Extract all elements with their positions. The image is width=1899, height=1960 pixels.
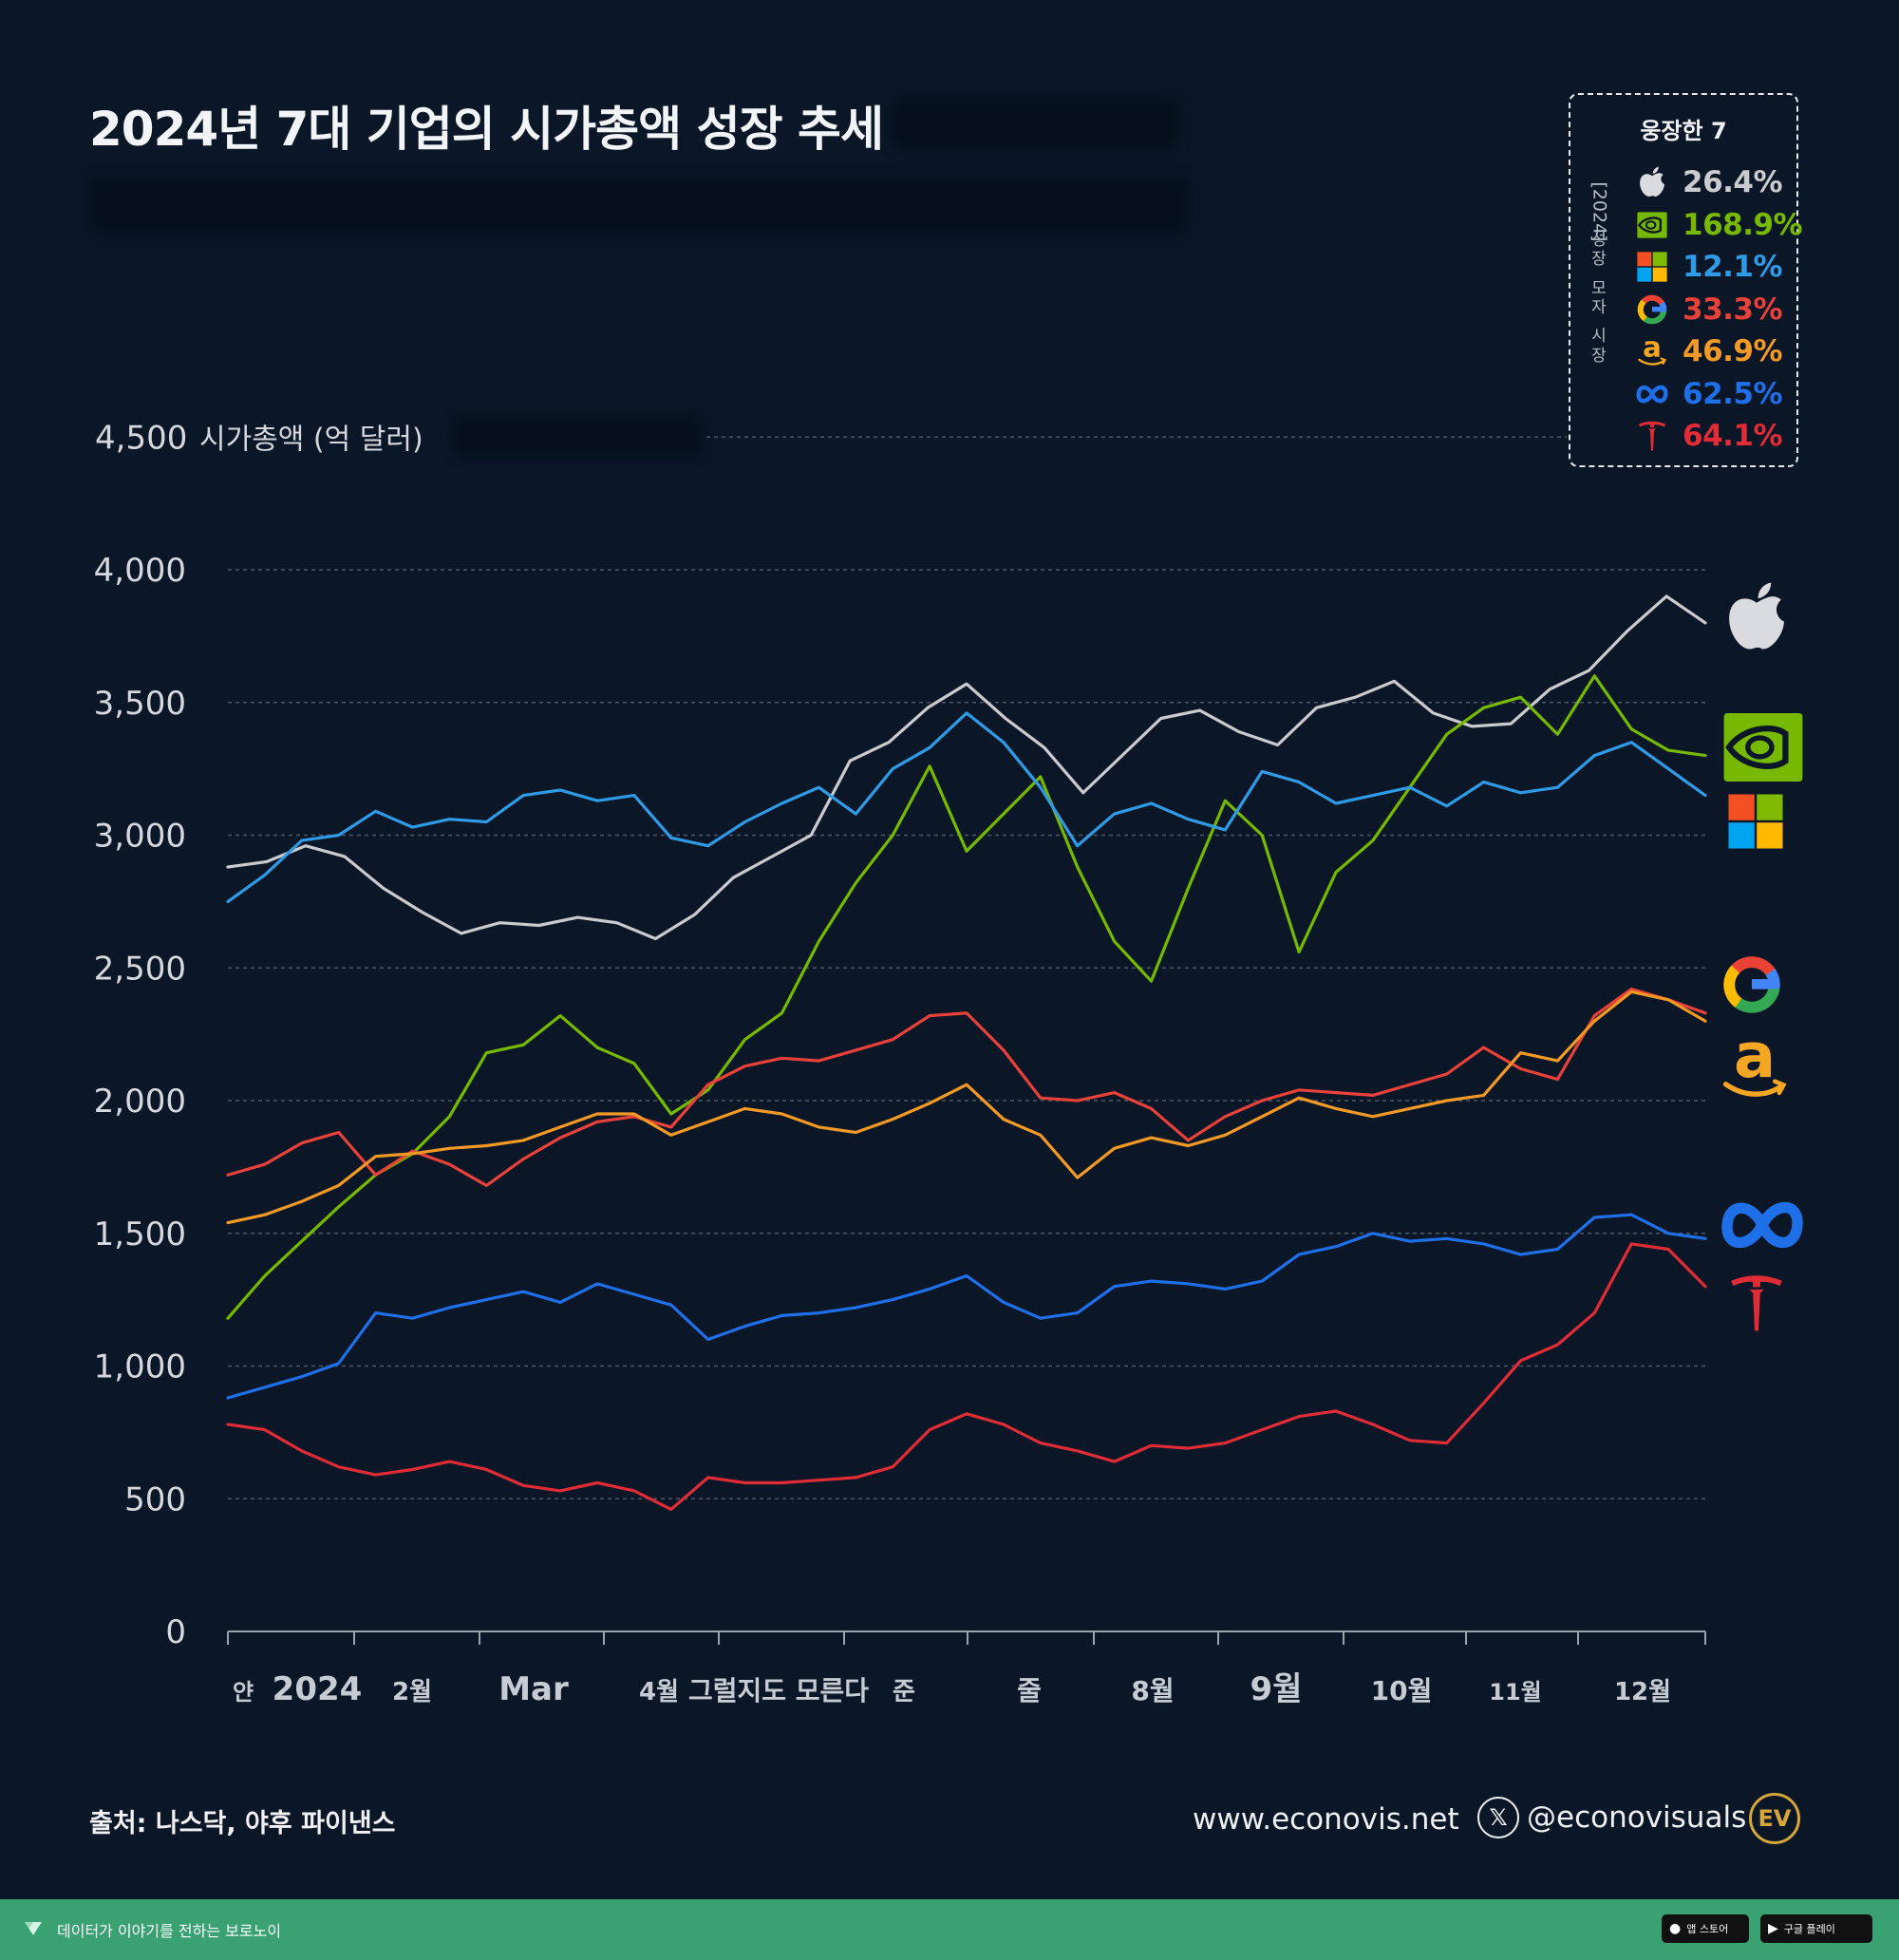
legend-title: 웅장한 7 <box>1640 118 1727 144</box>
legend-side-label: [2024] 성장 모자 시장 <box>1586 167 1612 375</box>
legend-side-word-1: 성장 <box>1591 230 1607 270</box>
tesla-icon <box>1635 419 1669 453</box>
app-store-label: 앱 스토어 <box>1686 1923 1729 1935</box>
x-tick-label: 9월 <box>1250 1670 1303 1708</box>
legend-side-word-2: 모자 <box>1591 278 1607 317</box>
apple-icon <box>1635 165 1669 199</box>
legend-item: 33.3% <box>1635 291 1783 329</box>
redacted-subtitle <box>89 177 1187 232</box>
legend-box: 웅장한 7 [2024] 성장 모자 시장 26.4% 168.9% 12.1% 33… <box>1569 93 1803 467</box>
source-note: 출처: 나스닥, 야후 파이낸스 <box>89 1809 396 1838</box>
svg-text:a: a <box>1643 335 1662 363</box>
x-tick-label: 그럴지도 모른다 <box>688 1675 869 1706</box>
legend-year: [2024] <box>1589 181 1610 242</box>
y-tick-label: 1,000 <box>94 1348 186 1386</box>
y-tick-label: 3,000 <box>94 818 186 856</box>
app-store-badge[interactable]: ● 앱 스토어 <box>1662 1914 1749 1943</box>
x-tick-label: 2024 <box>273 1670 363 1708</box>
legend-value: 168.9% <box>1683 207 1803 242</box>
y-tick-label: 4,000 <box>94 552 186 590</box>
legend-item: 12.1% <box>1635 248 1783 286</box>
legend-value: 64.1% <box>1683 419 1783 453</box>
legend-item: 62.5% <box>1635 375 1783 413</box>
y-tick-label: 2,000 <box>94 1083 186 1121</box>
meta-icon <box>1721 1202 1803 1248</box>
legend-item: 168.9% <box>1635 206 1803 244</box>
y-tick-label: 4,500 <box>95 419 187 457</box>
y-tick-label: 500 <box>124 1480 186 1518</box>
legend-item: 64.1% <box>1635 417 1783 455</box>
google-icon <box>1635 292 1669 327</box>
voronoi-gem-icon <box>25 1922 42 1935</box>
series-line-tesla <box>226 1242 1707 1512</box>
legend-item: a 46.9% <box>1635 332 1783 370</box>
svg-text:a: a <box>1734 1020 1776 1092</box>
x-tick-label: 8월 <box>1131 1675 1174 1706</box>
legend-value: 26.4% <box>1683 165 1783 199</box>
y-tick-label: 3,500 <box>94 685 186 723</box>
redacted-title-extension <box>893 99 1177 148</box>
line-chart: 0 500 1,000 1,500 2,000 2,500 3,000 3,500 4,000 4… <box>94 419 1803 1708</box>
chart-title: 2024년 7대 기업의 시가총액 성장 추세 <box>89 102 884 157</box>
y-tick-label: 2,500 <box>94 950 186 988</box>
legend-value: 46.9% <box>1683 334 1783 368</box>
legend-item: 26.4% <box>1635 163 1783 201</box>
y-tick-label: 0 <box>165 1613 186 1651</box>
x-tick-label: Mar <box>498 1670 569 1708</box>
x-tick-label: 11월 <box>1489 1679 1541 1706</box>
x-tick-label: 12월 <box>1614 1678 1671 1706</box>
tesla-icon <box>1731 1275 1782 1331</box>
nvidia-icon <box>1635 208 1669 242</box>
website-link[interactable]: www.econovis.net <box>1193 1802 1459 1837</box>
econovis-logo: EV <box>1749 1793 1800 1844</box>
social-handle[interactable]: @econovisuals <box>1527 1800 1747 1835</box>
x-logo-icon[interactable]: 𝕏 <box>1477 1797 1519 1838</box>
series-line-google <box>226 987 1707 1188</box>
amazon-icon: a <box>1722 1020 1787 1097</box>
play-icon: ▶ <box>1768 1921 1778 1936</box>
microsoft-icon <box>1635 250 1669 284</box>
series-line-apple <box>226 594 1707 941</box>
legend-value: 12.1% <box>1683 250 1783 284</box>
y-axis-label: 시가총액 (억 달러) <box>199 423 423 456</box>
microsoft-icon <box>1728 794 1783 849</box>
y-tick-label: 1,500 <box>94 1216 186 1253</box>
google-icon <box>1723 956 1780 1013</box>
series-line-microsoft <box>226 711 1707 904</box>
series-line-meta <box>226 1213 1707 1400</box>
google-play-badge[interactable]: ▶ 구글 플레이 <box>1760 1914 1872 1943</box>
series-line-nvidia <box>226 674 1707 1320</box>
x-tick-label: 2월 <box>392 1678 432 1706</box>
amazon-icon: a <box>1635 334 1669 368</box>
banner-slogan: 데이터가 이야기를 전하는 보로노이 <box>57 1922 282 1940</box>
google-play-label: 구글 플레이 <box>1783 1923 1835 1935</box>
apple-icon: ● <box>1669 1921 1682 1936</box>
nvidia-icon <box>1723 713 1803 782</box>
legend-side-word-3: 시장 <box>1591 327 1607 366</box>
apple-icon <box>1729 582 1784 650</box>
meta-icon <box>1635 377 1669 411</box>
redacted-ylabel-extension <box>454 416 701 456</box>
x-tick-label: 준 <box>893 1678 915 1706</box>
legend-value: 62.5% <box>1683 376 1783 411</box>
legend-value: 33.3% <box>1683 292 1783 327</box>
series-line-amazon <box>226 989 1707 1225</box>
x-tick-label: 얀 <box>233 1679 254 1706</box>
x-tick-label: 줄 <box>1017 1675 1042 1706</box>
x-tick-label: 4월 <box>639 1678 679 1706</box>
bottom-banner: 데이터가 이야기를 전하는 보로노이 ● 앱 스토어 ▶ 구글 플레이 <box>0 1899 1899 1960</box>
x-tick-label: 10월 <box>1371 1675 1433 1706</box>
